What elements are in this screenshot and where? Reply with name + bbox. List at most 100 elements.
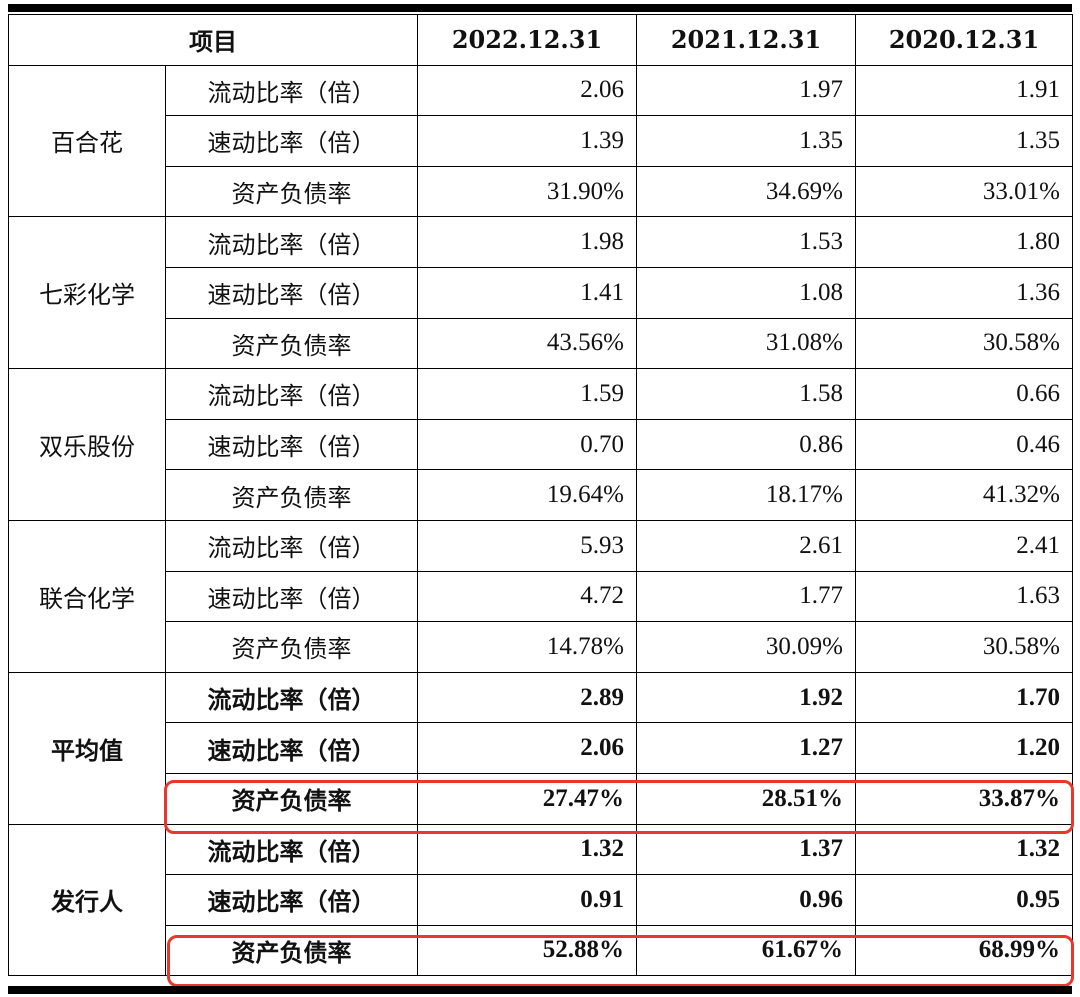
metric-value: 2.41 xyxy=(855,519,1073,572)
company-name: 百合花 xyxy=(8,64,166,218)
metric-value: 33.87% xyxy=(855,772,1073,825)
metric-label: 资产负债率 xyxy=(165,772,418,825)
metric-value: 30.09% xyxy=(636,621,856,673)
table-row: 速动比率（倍） 4.72 1.77 1.63 xyxy=(9,570,1073,623)
header-period-2: 2021.12.31 xyxy=(636,14,856,66)
company-name: 发行人 xyxy=(8,823,166,977)
metric-value: 0.96 xyxy=(636,874,856,926)
financial-ratio-table: 项目 2022.12.31 2021.12.31 2020.12.31 百合花流… xyxy=(8,14,1073,977)
metric-value: 1.80 xyxy=(855,216,1073,268)
metric-value: 14.78% xyxy=(417,621,637,673)
metric-value: 1.20 xyxy=(855,722,1073,774)
table-row: 资产负债率 31.90% 34.69% 33.01% xyxy=(9,165,1073,218)
metric-value: 1.53 xyxy=(636,216,856,268)
table-row: 资产负债率 19.64% 18.17% 41.32% xyxy=(9,469,1073,521)
metric-value: 34.69% xyxy=(636,165,856,218)
metric-value: 1.97 xyxy=(636,64,856,117)
metric-value: 61.67% xyxy=(636,924,856,977)
metric-value: 4.72 xyxy=(417,570,637,623)
metric-value: 0.95 xyxy=(855,874,1073,926)
table-row: 资产负债率 27.47% 28.51% 33.87% xyxy=(9,772,1073,825)
metric-label: 资产负债率 xyxy=(165,317,418,370)
metric-value: 1.35 xyxy=(636,115,856,167)
metric-label: 速动比率（倍） xyxy=(165,570,418,623)
metric-value: 1.27 xyxy=(636,722,856,774)
metric-label: 流动比率（倍） xyxy=(165,216,418,268)
metric-label: 速动比率（倍） xyxy=(165,115,418,167)
metric-label: 流动比率（倍） xyxy=(165,671,418,724)
metric-value: 1.63 xyxy=(855,570,1073,623)
table-top-rule xyxy=(8,4,1072,12)
metric-label: 流动比率（倍） xyxy=(165,823,418,876)
metric-value: 1.59 xyxy=(417,368,637,420)
metric-value: 1.08 xyxy=(636,266,856,319)
table-row: 资产负债率 52.88% 61.67% 68.99% xyxy=(9,924,1073,977)
metric-value: 1.91 xyxy=(855,64,1073,117)
metric-value: 30.58% xyxy=(855,317,1073,370)
table-row: 百合花 流动比率（倍） 2.06 1.97 1.91 xyxy=(8,64,1073,218)
metric-value: 0.86 xyxy=(636,418,856,471)
header-period-1: 2022.12.31 xyxy=(417,14,637,66)
metric-value: 2.89 xyxy=(417,671,637,724)
metric-label: 速动比率（倍） xyxy=(165,722,418,774)
metric-value: 27.47% xyxy=(417,772,637,825)
metric-value: 1.41 xyxy=(417,266,637,319)
metric-label: 速动比率（倍） xyxy=(165,266,418,319)
metric-label: 资产负债率 xyxy=(165,621,418,673)
metric-value: 43.56% xyxy=(417,317,637,370)
metric-label: 速动比率（倍） xyxy=(165,418,418,471)
table-row: 发行人 流动比率（倍） 1.32 1.37 1.32 xyxy=(8,823,1073,977)
table-row: 资产负债率 43.56% 31.08% 30.58% xyxy=(9,317,1073,370)
company-name: 平均值 xyxy=(8,671,166,825)
company-name: 七彩化学 xyxy=(8,216,166,370)
table-row: 平均值 流动比率（倍） 2.89 1.92 1.70 xyxy=(8,671,1073,825)
metric-value: 1.32 xyxy=(417,823,637,876)
metric-value: 1.36 xyxy=(855,266,1073,319)
table-row: 速动比率（倍） 1.39 1.35 1.35 xyxy=(9,115,1073,167)
metric-value: 52.88% xyxy=(417,924,637,977)
metric-value: 1.58 xyxy=(636,368,856,420)
table-row: 速动比率（倍） 2.06 1.27 1.20 xyxy=(9,722,1073,774)
table-row: 速动比率（倍） 0.91 0.96 0.95 xyxy=(9,874,1073,926)
metric-value: 33.01% xyxy=(855,165,1073,218)
metric-value: 41.32% xyxy=(855,469,1073,521)
table-row: 双乐股份 流动比率（倍） 1.59 1.58 0.66 xyxy=(8,368,1073,521)
metric-value: 0.70 xyxy=(417,418,637,471)
metric-value: 1.77 xyxy=(636,570,856,623)
metric-value: 5.93 xyxy=(417,519,637,572)
metric-label: 速动比率（倍） xyxy=(165,874,418,926)
metric-value: 2.61 xyxy=(636,519,856,572)
table-bottom-rule xyxy=(8,986,1072,994)
metric-value: 28.51% xyxy=(636,772,856,825)
table-body: 百合花 流动比率（倍） 2.06 1.97 1.91 速动比率（倍） 1.39 1.35 1.3… xyxy=(8,64,1073,977)
header-period-3: 2020.12.31 xyxy=(855,14,1073,66)
header-item: 项目 xyxy=(8,14,418,66)
metric-value: 0.66 xyxy=(855,368,1073,420)
metric-value: 31.08% xyxy=(636,317,856,370)
metric-label: 资产负债率 xyxy=(165,924,418,977)
metric-value: 1.32 xyxy=(855,823,1073,876)
table-row: 资产负债率 14.78% 30.09% 30.58% xyxy=(9,621,1073,673)
metric-label: 资产负债率 xyxy=(165,165,418,218)
company-name: 双乐股份 xyxy=(8,368,166,521)
metric-value: 18.17% xyxy=(636,469,856,521)
metric-value: 2.06 xyxy=(417,64,637,117)
metric-value: 19.64% xyxy=(417,469,637,521)
table-row: 速动比率（倍） 0.70 0.86 0.46 xyxy=(9,418,1073,471)
metric-label: 资产负债率 xyxy=(165,469,418,521)
metric-value: 31.90% xyxy=(417,165,637,218)
table-row: 速动比率（倍） 1.41 1.08 1.36 xyxy=(9,266,1073,319)
metric-value: 0.46 xyxy=(855,418,1073,471)
metric-value: 1.92 xyxy=(636,671,856,724)
metric-value: 68.99% xyxy=(855,924,1073,977)
table-row: 七彩化学 流动比率（倍） 1.98 1.53 1.80 xyxy=(8,216,1073,370)
metric-value: 30.58% xyxy=(855,621,1073,673)
metric-value: 1.98 xyxy=(417,216,637,268)
metric-value: 2.06 xyxy=(417,722,637,774)
header-row: 项目 2022.12.31 2021.12.31 2020.12.31 xyxy=(8,14,1073,66)
table-row: 联合化学 流动比率（倍） 5.93 2.61 2.41 xyxy=(8,519,1073,673)
metric-value: 0.91 xyxy=(417,874,637,926)
metric-label: 流动比率（倍） xyxy=(165,64,418,117)
metric-label: 流动比率（倍） xyxy=(165,519,418,572)
metric-value: 1.70 xyxy=(855,671,1073,724)
